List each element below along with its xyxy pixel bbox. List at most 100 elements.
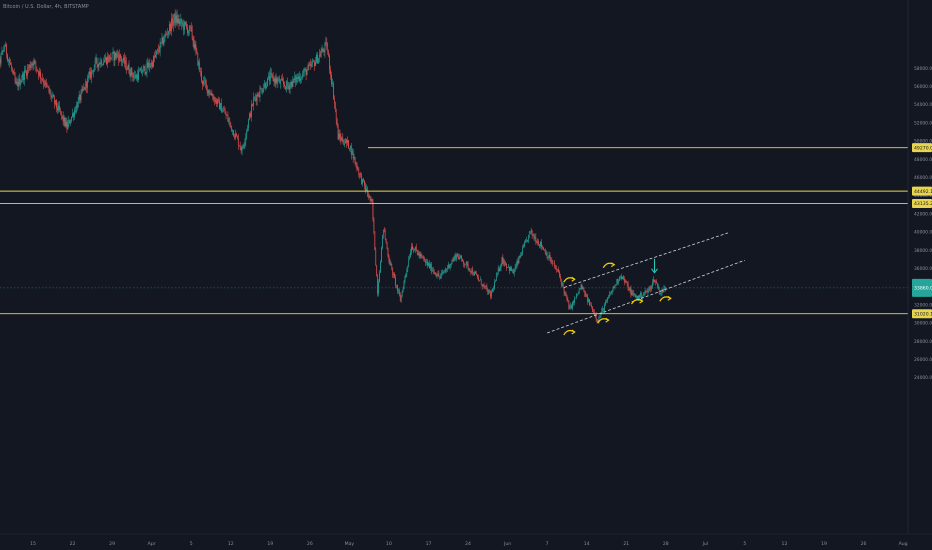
candle-body-78 — [60, 111, 62, 116]
candle-body-81 — [63, 117, 65, 122]
candle-body-186 — [162, 37, 164, 45]
candle-body-371 — [336, 119, 338, 126]
candle-body-455 — [415, 246, 417, 251]
candle-body-615 — [566, 295, 568, 300]
candle-body-616 — [567, 299, 569, 302]
candle-body-37 — [22, 73, 23, 80]
candle-body-373 — [338, 133, 340, 140]
candle-body-422 — [384, 230, 386, 239]
candle-body-25 — [10, 64, 12, 69]
candle-body-293 — [263, 87, 265, 92]
candle-body-494 — [452, 260, 454, 261]
candle-body-688 — [635, 294, 637, 298]
channel-lower-line — [547, 259, 746, 334]
candle-body-632 — [582, 288, 584, 290]
candle-body-406 — [369, 195, 371, 201]
candle-body-663 — [611, 289, 613, 293]
candle-body-543 — [498, 268, 500, 271]
candle-body-311 — [280, 80, 282, 84]
trend-channel — [547, 232, 746, 334]
candle-body-365 — [331, 74, 332, 85]
candle-body-168 — [145, 72, 147, 74]
price-tick-label: 52000.00 — [914, 120, 932, 126]
candle-body-377 — [342, 137, 344, 143]
price-axis[interactable]: 24000.00 26000.00 28000.00 30000.00 32000.00… — [908, 0, 932, 550]
candle-body-605 — [557, 269, 558, 271]
candle-body-626 — [576, 293, 578, 295]
candle-body-143 — [122, 61, 123, 62]
candle-body-120 — [100, 60, 102, 65]
candle-body-73 — [56, 100, 57, 108]
candle-body-276 — [247, 127, 249, 131]
candle-body-480 — [439, 276, 441, 278]
candle-body-600 — [552, 260, 554, 264]
candle-body-161 — [139, 71, 140, 72]
candle-body-199 — [174, 13, 176, 24]
candle-body-48 — [32, 63, 34, 65]
candle-body-225 — [199, 62, 201, 71]
time-tick-label: 29 — [109, 541, 115, 547]
candle-body-131 — [110, 57, 112, 60]
candle-body-169 — [146, 62, 148, 73]
candle-body-554 — [509, 266, 510, 271]
candle-body-648 — [597, 320, 599, 323]
candle-body-33 — [18, 78, 20, 87]
candle-body-326 — [294, 76, 296, 81]
candle-body-570 — [524, 242, 525, 247]
marker-head-1 — [571, 276, 576, 282]
candle-body-448 — [409, 257, 411, 260]
candle-body-405 — [368, 195, 370, 198]
candle-body-435 — [397, 285, 398, 291]
candle-body-372 — [337, 125, 339, 140]
candle-body-295 — [265, 83, 266, 88]
candle-body-170 — [147, 62, 149, 68]
candle-body-332 — [300, 78, 301, 81]
candle-body-428 — [390, 263, 392, 266]
candle-body-638 — [588, 299, 589, 302]
candle-body-460 — [420, 254, 422, 257]
candle-body-191 — [167, 33, 169, 35]
candle-body-110 — [91, 70, 92, 78]
candle-body-691 — [638, 295, 639, 300]
candle-body-664 — [612, 287, 614, 290]
candle-body-320 — [288, 85, 290, 90]
time-tick-label: Aug — [899, 541, 908, 547]
candle-body-465 — [425, 260, 427, 263]
candle-body-642 — [592, 306, 593, 312]
candle-body-568 — [522, 247, 524, 255]
candle-body-172 — [149, 63, 151, 68]
candle-body-487 — [446, 269, 447, 270]
candle-body-322 — [290, 82, 292, 85]
candle-body-520 — [477, 275, 478, 278]
candle-body-545 — [500, 264, 502, 269]
candle-body-440 — [401, 291, 403, 296]
candle-body-226 — [200, 70, 201, 72]
candle-body-517 — [474, 271, 475, 276]
price-tick-label: 50000.00 — [914, 139, 932, 145]
candle-body-116 — [96, 58, 98, 65]
candle-body-665 — [613, 287, 615, 288]
candle-body-216 — [190, 27, 192, 28]
candle-body-556 — [511, 267, 512, 272]
candle-body-198 — [173, 13, 175, 21]
candle-body-579 — [532, 235, 534, 236]
candle-body-24 — [10, 62, 11, 65]
candle-body-496 — [454, 255, 456, 258]
candle-body-113 — [93, 66, 95, 72]
candle-body-213 — [188, 31, 189, 34]
price-axis-bg — [908, 0, 932, 550]
candle-body-183 — [159, 42, 161, 52]
candle-body-201 — [176, 15, 178, 23]
candle-body-383 — [348, 140, 349, 149]
candle-body-604 — [556, 268, 557, 270]
candle-body-676 — [624, 278, 625, 282]
candle-body-582 — [535, 237, 537, 242]
candle-body-588 — [541, 241, 542, 248]
candle-body-254 — [226, 114, 228, 116]
candle-body-89 — [71, 116, 72, 122]
candle-body-36 — [21, 79, 23, 82]
candle-body-264 — [236, 133, 237, 137]
candle-body-339 — [306, 70, 308, 76]
